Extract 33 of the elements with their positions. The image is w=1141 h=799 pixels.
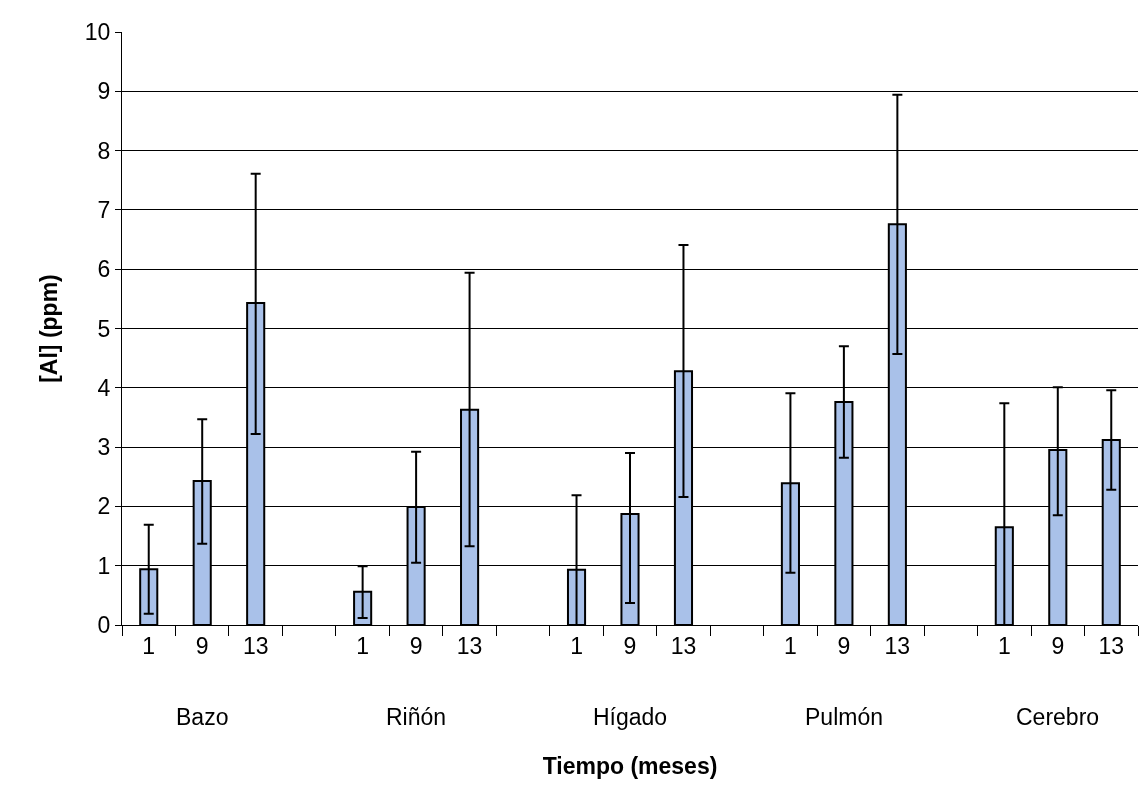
- x-tick-label: 1: [356, 632, 370, 659]
- y-tick-label: 7: [97, 196, 111, 223]
- x-tick-label: 1: [997, 632, 1011, 659]
- text: Pulmón: [805, 704, 883, 730]
- y-tick-label: 1: [97, 552, 111, 579]
- x-tick-label: 9: [837, 632, 851, 659]
- y-tick-label: 6: [97, 256, 111, 283]
- y-tick-label: 8: [97, 137, 111, 164]
- text: Cerebro: [1016, 704, 1100, 730]
- y-tick-label: 2: [97, 493, 111, 520]
- x-tick-label: 9: [409, 632, 423, 659]
- x-tick-label: 1: [142, 632, 156, 659]
- x-tick-label: 9: [1051, 632, 1065, 659]
- y-tick-label: 4: [97, 374, 111, 401]
- y-tick-label: 5: [97, 315, 111, 342]
- y-tick-label: 9: [97, 78, 111, 105]
- y-tick-label: 0: [97, 612, 111, 639]
- x-tick-label: 1: [784, 632, 797, 659]
- y-tick-label: 10: [84, 19, 111, 46]
- x-tick-label: 9: [623, 632, 637, 659]
- text: Hígado: [593, 704, 668, 730]
- y-axis-title: [Al] (ppm): [36, 274, 63, 383]
- x-tick-label: 13: [1098, 632, 1125, 659]
- x-axis-title: Tiempo (meses): [542, 753, 718, 780]
- text: Riñón: [386, 704, 447, 730]
- x-tick-label: 13: [242, 632, 269, 659]
- x-tick-label: 13: [670, 632, 697, 659]
- x-tick-label: 9: [195, 632, 209, 659]
- y-tick-label: 3: [97, 434, 111, 461]
- x-tick-label: 13: [456, 632, 483, 659]
- text: Bazo: [176, 704, 229, 730]
- x-tick-label: 13: [884, 632, 911, 659]
- x-tick-label: 1: [570, 632, 583, 659]
